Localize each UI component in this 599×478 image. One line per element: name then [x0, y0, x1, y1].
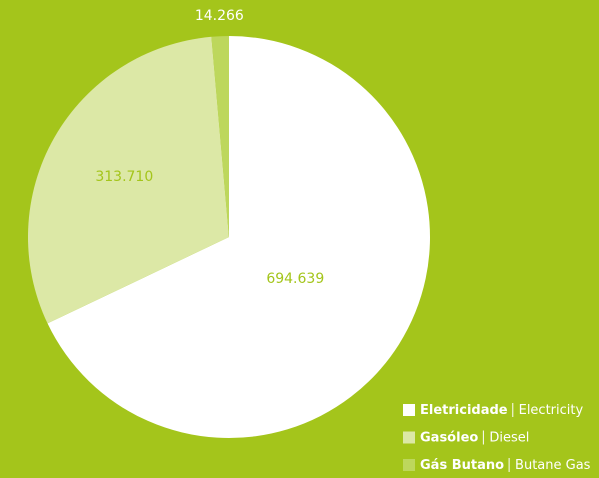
legend-name-en: Butane Gas — [515, 458, 591, 473]
data-label: 694.639 — [266, 271, 324, 287]
pie-slice — [28, 36, 229, 324]
pie-slice — [47, 36, 431, 438]
legend-name: Eletricidade — [420, 403, 508, 418]
legend-label: Eletricidade Electricity — [420, 403, 583, 418]
pie-slice — [211, 36, 229, 237]
legend-label: Gás Butano Butane Gas — [420, 458, 591, 473]
legend-name: Gás Butano — [420, 458, 504, 473]
legend-name: Gasóleo — [420, 430, 478, 445]
legend-name-en: Diesel — [489, 430, 529, 445]
legend-label: Gasóleo Diesel — [420, 430, 529, 445]
data-label: 313.710 — [95, 169, 153, 185]
legend-swatch — [403, 459, 415, 471]
legend-swatch — [403, 404, 415, 416]
data-label: 14.266 — [195, 8, 244, 24]
legend-swatch — [403, 431, 415, 444]
legend-name-en: Electricity — [519, 403, 584, 418]
